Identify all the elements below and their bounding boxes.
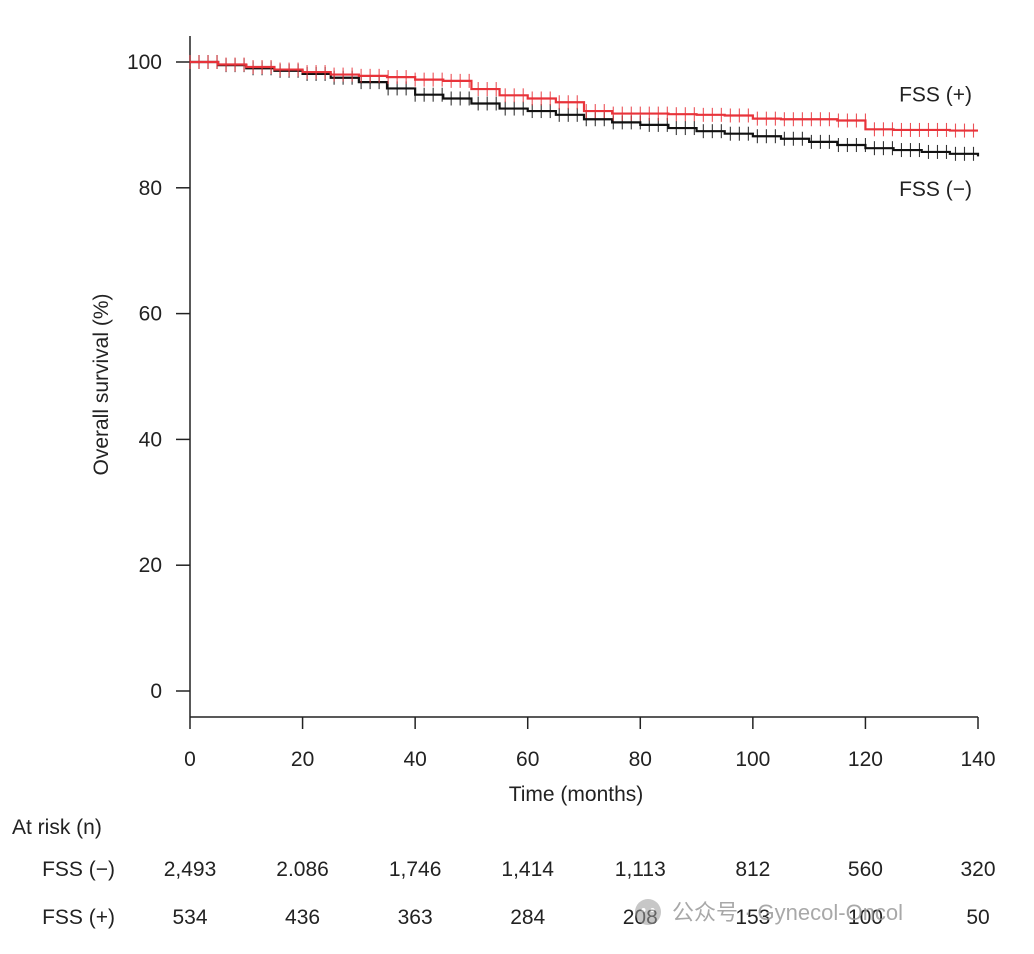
at-risk-value: 50 (966, 906, 989, 929)
at-risk-value: 1,414 (501, 858, 554, 881)
at-risk-value: 1,113 (615, 858, 666, 881)
watermark: 公众号 · Gynecol-Oncol (635, 899, 903, 925)
series-line (190, 60, 978, 132)
x-tick-label: 0 (184, 748, 196, 771)
at-risk-value: 2.086 (276, 858, 329, 881)
x-tick-label: 40 (403, 748, 426, 771)
at-risk-row-label: FSS (−) (42, 858, 115, 881)
watermark-text: 公众号 · Gynecol-Oncol (672, 900, 903, 925)
x-axis-title: Time (months) (509, 783, 644, 806)
series-fss-positive (189, 55, 978, 138)
x-tick-label: 140 (960, 748, 995, 771)
at-risk-value: 284 (510, 906, 545, 929)
series-label-fss-positive: FSS (+) (899, 83, 972, 106)
y-tick-label: 100 (127, 51, 162, 74)
x-tick-label: 80 (629, 748, 652, 771)
x-tick-label: 100 (735, 748, 770, 771)
at-risk-value: 560 (848, 858, 883, 881)
y-axis-title: Overall survival (%) (90, 293, 113, 475)
at-risk-value: 436 (285, 906, 320, 929)
y-tick-label: 80 (139, 177, 162, 200)
at-risk-title: At risk (n) (12, 816, 102, 839)
wechat-icon (635, 899, 661, 925)
x-tick-label: 120 (848, 748, 883, 771)
at-risk-value: 1,746 (389, 858, 442, 881)
y-tick-label: 60 (139, 303, 162, 326)
wechat-icon-eye (650, 908, 655, 912)
at-risk-value: 153 (735, 906, 770, 929)
at-risk-value: 812 (735, 858, 770, 881)
y-tick-label: 20 (139, 554, 162, 577)
at-risk-value: 363 (398, 906, 433, 929)
at-risk-value: 534 (172, 906, 207, 929)
series-label-fss-negative: FSS (−) (899, 178, 972, 201)
at-risk-row-label: FSS (+) (42, 906, 115, 929)
wechat-icon-bubble (635, 899, 661, 925)
wechat-icon-eye (641, 908, 646, 912)
y-tick-label: 0 (150, 680, 162, 703)
x-tick-label: 60 (516, 748, 539, 771)
axes: 0 20 40 60 80 100 0 20 40 60 80 100 120 140 Time (mont… (90, 36, 996, 806)
x-tick-label: 20 (291, 748, 314, 771)
y-tick-label: 40 (139, 428, 162, 451)
labels-group: FSS (+) FSS (−) (899, 83, 972, 200)
at-risk-value: 2,493 (164, 858, 217, 881)
at-risk-value: 100 (848, 906, 883, 929)
series-group (189, 55, 980, 161)
at-risk-value: 320 (960, 858, 995, 881)
